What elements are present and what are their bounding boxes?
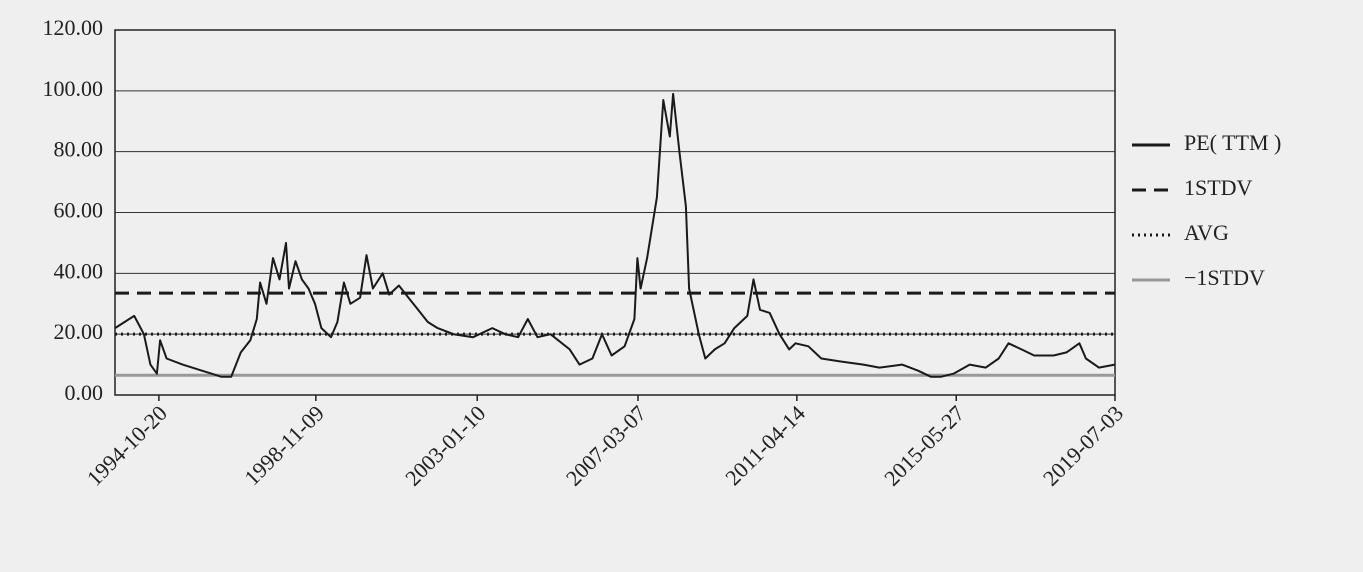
y-tick-label: 80.00 — [54, 137, 104, 162]
legend-label: PE( TTM ) — [1184, 130, 1281, 155]
y-tick-label: 100.00 — [43, 76, 104, 101]
x-tick-label: 2007-03-07 — [561, 400, 651, 490]
y-tick-label: 0.00 — [65, 380, 104, 405]
x-tick-label: 2015-05-27 — [879, 400, 969, 490]
legend-label: 1STDV — [1184, 175, 1253, 200]
x-tick-label: 2011-04-14 — [720, 400, 810, 490]
plot-frame — [114, 29, 1116, 396]
x-tick-label: 1994-10-20 — [82, 400, 172, 490]
x-tick-label: 2003-01-10 — [400, 400, 490, 490]
x-tick-label: 1998-11-09 — [239, 400, 329, 490]
y-tick-label: 40.00 — [54, 258, 104, 283]
y-tick-label: 120.00 — [43, 15, 104, 40]
y-tick-label: 20.00 — [54, 319, 104, 344]
legend-label: −1STDV — [1184, 265, 1265, 290]
legend-label: AVG — [1184, 220, 1229, 245]
x-tick-label: 2019-07-03 — [1038, 400, 1128, 490]
pe-line — [114, 92, 1115, 378]
y-tick-label: 60.00 — [54, 198, 104, 223]
